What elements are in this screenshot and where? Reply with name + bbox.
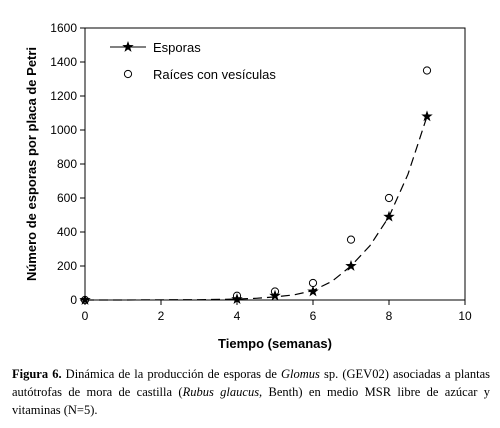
x-axis-ticks: 0 2 4 6 8 10 (82, 300, 472, 323)
caption-text-2: sp. (GEV02) asociadas a plantas autótrof… (12, 367, 490, 399)
y-tick-label: 1200 (50, 89, 77, 103)
legend-label-raices: Raíces con vesículas (153, 67, 276, 82)
fit-curve-group (85, 116, 428, 301)
raices-point (422, 66, 432, 75)
y-axis-ticks: 0 200 400 600 800 1000 1200 1400 1600 (50, 21, 85, 307)
x-tick-label: 4 (234, 309, 241, 323)
y-tick-label: 200 (57, 259, 77, 273)
legend-circle-marker (123, 69, 133, 79)
raices-point (384, 193, 394, 203)
y-tick-label: 1600 (50, 21, 77, 35)
caption-label: Figura 6. (12, 367, 62, 381)
x-axis-label: Tiempo (semanas) (218, 336, 332, 351)
legend-label-esporas: Esporas (153, 40, 201, 55)
data-points (79, 66, 433, 305)
y-tick-label: 400 (57, 225, 77, 239)
esporas-point (421, 110, 433, 122)
chart: 0 200 400 600 800 1000 1200 1400 1600 0 2 4 6 8 10 Ti… (24, 21, 472, 351)
x-tick-label: 2 (158, 309, 165, 323)
esporas-point (269, 289, 281, 301)
esporas-point (79, 294, 91, 305)
x-tick-label: 10 (458, 309, 472, 323)
y-tick-label: 0 (70, 293, 77, 307)
y-tick-label: 600 (57, 191, 77, 205)
x-tick-label: 0 (82, 309, 89, 323)
x-tick-label: 6 (310, 309, 317, 323)
esporas-point (345, 260, 357, 271)
y-tick-label: 1400 (50, 55, 77, 69)
esporas-point (231, 293, 243, 304)
caption-text-3: Benth) en medio MSR libre de azúcar y vi… (12, 385, 490, 417)
y-axis-label: Número de esporas por placa de Petri (24, 47, 39, 281)
esporas-point (307, 285, 319, 297)
y-tick-label: 1000 (50, 123, 77, 137)
fit-curve (85, 116, 428, 301)
figure-caption: Figura 6. Dinámica de la producción de e… (12, 365, 490, 419)
legend-star-marker (122, 41, 134, 52)
caption-genus: Glomus (281, 367, 320, 381)
caption-species: Rubus glaucus, (182, 385, 263, 399)
x-tick-label: 8 (386, 309, 393, 323)
caption-text-1: Dinámica de la producción de esporas de (61, 367, 282, 381)
esporas-point (383, 210, 395, 222)
raices-point (346, 235, 356, 244)
y-tick-label: 800 (57, 157, 77, 171)
legend: Esporas Raíces con vesículas (110, 40, 276, 82)
